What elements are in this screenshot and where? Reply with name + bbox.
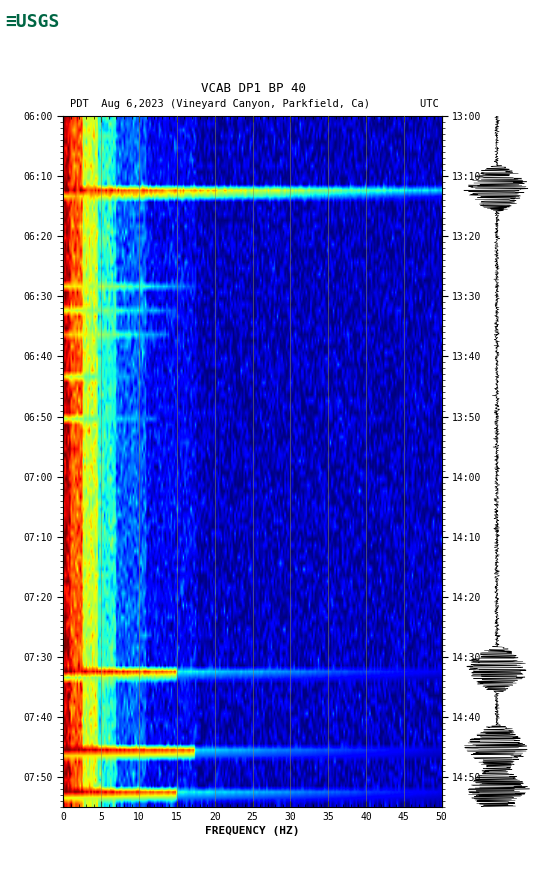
Text: ≡USGS: ≡USGS <box>6 13 60 31</box>
Text: VCAB DP1 BP 40: VCAB DP1 BP 40 <box>201 82 306 95</box>
Text: PDT  Aug 6,2023 (Vineyard Canyon, Parkfield, Ca)        UTC: PDT Aug 6,2023 (Vineyard Canyon, Parkfie… <box>70 99 438 109</box>
X-axis label: FREQUENCY (HZ): FREQUENCY (HZ) <box>205 826 300 837</box>
